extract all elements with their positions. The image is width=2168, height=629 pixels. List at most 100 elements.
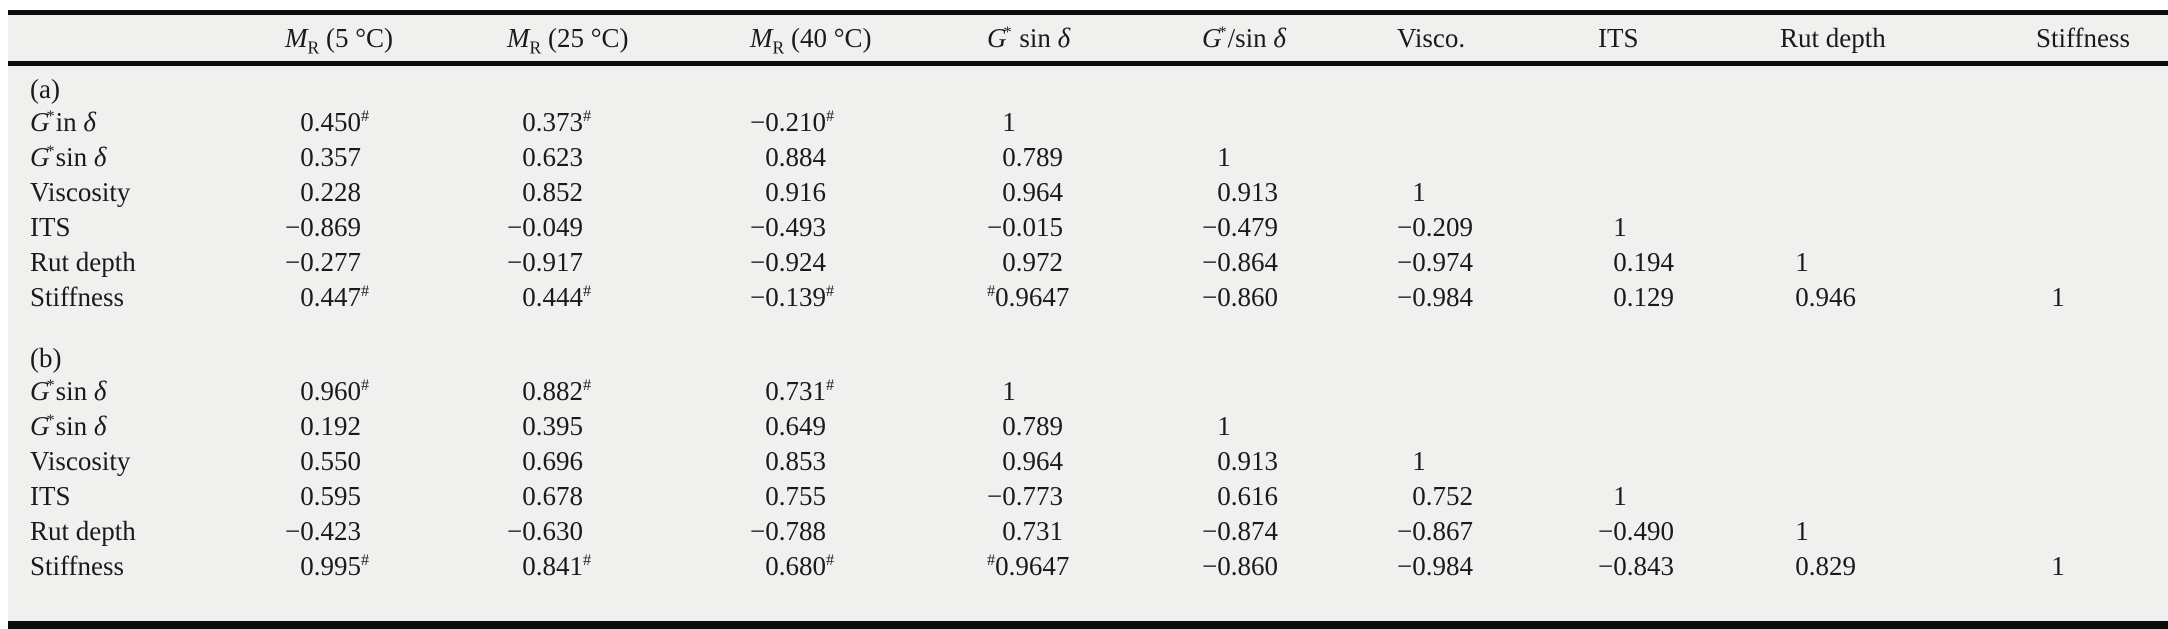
correlation-value: 1 <box>1217 411 1231 441</box>
correlation-table-container: MR (5 °C) MR (25 °C) MR (40 °C) G* sin δ G*/… <box>8 10 2168 629</box>
correlation-value: −0.423 <box>285 516 361 546</box>
value-cell <box>1397 411 1598 446</box>
correlation-value: 1 <box>2051 551 2065 581</box>
value-cell <box>1598 142 1780 177</box>
correlation-value: 0.228 <box>300 177 361 207</box>
text-part: sin <box>1012 22 1058 53</box>
correlation-value: −0.860 <box>1202 282 1278 312</box>
hash-superscript: # <box>582 107 592 125</box>
value-cell <box>1780 212 2036 247</box>
text-part: * <box>46 107 55 125</box>
correlation-value: 1 <box>1795 516 1809 546</box>
value-cell: −0.194 <box>1598 247 1780 282</box>
column-header-mr-40c: MR (40 °C) <box>750 15 987 66</box>
row-label: G*sin δ <box>8 411 285 446</box>
text-part: Viscosity <box>30 177 131 207</box>
correlation-value: 0.972 <box>1002 247 1063 277</box>
value-cell: −0.129 <box>1598 282 1780 317</box>
value-cell: −0.913 <box>1202 446 1397 481</box>
section-label: (a) <box>30 74 60 104</box>
text-part: * <box>46 142 55 160</box>
correlation-value: −0.210 <box>750 107 826 137</box>
correlation-value: 1 <box>1795 247 1809 277</box>
text-part: (40 °C) <box>784 22 872 53</box>
hash-superscript: # <box>987 282 996 300</box>
correlation-value: −0.209 <box>1397 212 1473 242</box>
row-label: Stiffness <box>8 282 285 317</box>
value-cell: −0.841# <box>507 551 750 586</box>
value-cell: −0.960# <box>285 376 507 411</box>
text-part: Stiffness <box>30 551 125 581</box>
hash-superscript: # <box>360 107 370 125</box>
text-part: Stiffness <box>30 282 125 312</box>
table-row: Viscosity −0.228−0.852−0.916−0.964−0.913−… <box>8 177 2168 212</box>
header-row: MR (5 °C) MR (25 °C) MR (40 °C) G* sin δ G*/… <box>8 15 2168 66</box>
value-cell <box>2036 411 2168 446</box>
table-row: ITS −0.869 −0.049 −0.493 −0.015 −0.479 −0.209 −… <box>8 212 2168 247</box>
correlation-value: 0.882 <box>522 376 583 406</box>
value-cell: −0.731 <box>987 516 1202 551</box>
value-cell: −0.789 <box>987 411 1202 446</box>
correlation-value: 0.696 <box>522 446 583 476</box>
text-part: δ <box>93 142 107 172</box>
correlation-value: 1 <box>1002 107 1016 137</box>
value-cell: −0.680# <box>750 551 987 586</box>
text-part: G <box>30 142 50 172</box>
table-row: Rut depth −0.277 −0.917 −0.924 −0.972−0.864 −… <box>8 247 2168 282</box>
correlation-value: −0.860 <box>1202 551 1278 581</box>
correlation-value: −0.974 <box>1397 247 1473 277</box>
hash-superscript: # <box>360 282 370 300</box>
correlation-value: 0.789 <box>1002 142 1063 172</box>
text-part: (5 °C) <box>319 22 393 53</box>
text-part: δ <box>93 411 107 441</box>
value-cell <box>1780 177 2036 212</box>
value-cell <box>1780 107 2036 142</box>
text-part: * <box>46 411 55 429</box>
value-cell: −0.623 <box>507 142 750 177</box>
column-header-mr-5c: MR (5 °C) <box>285 15 507 66</box>
value-cell <box>1202 376 1397 411</box>
table-row: Rut depth −0.423 −0.630 −0.788 −0.731−0.874 −… <box>8 516 2168 551</box>
text-part: ITS <box>1598 22 1639 53</box>
text-part: Rut depth <box>1780 22 1886 53</box>
value-cell <box>2036 212 2168 247</box>
value-cell: −1 <box>1598 212 1780 247</box>
text-part: R <box>529 36 542 57</box>
text-part: Rut depth <box>30 247 136 277</box>
text-part: Stiffness <box>2036 22 2131 53</box>
value-cell: −0.964 <box>987 177 1202 212</box>
value-cell: −0.984 <box>1397 282 1598 317</box>
hash-superscript: # <box>987 551 996 569</box>
correlation-value: 0.841 <box>522 551 583 581</box>
correlation-value: 0.964 <box>1002 177 1063 207</box>
correlation-value: −0.490 <box>1598 516 1674 546</box>
value-cell <box>2036 376 2168 411</box>
value-cell <box>2036 142 2168 177</box>
correlation-value: 0.357 <box>300 142 361 172</box>
correlation-value: −0.788 <box>750 516 826 546</box>
correlation-value: 0.884 <box>765 142 826 172</box>
correlation-value: 0.373 <box>522 107 583 137</box>
correlation-value: −0.869 <box>285 212 361 242</box>
text-part: /sin <box>1227 22 1274 53</box>
row-label: ITS <box>8 481 285 516</box>
text-part: δ <box>1273 22 1286 53</box>
value-cell: −0.964 <box>987 446 1202 481</box>
text-part: * <box>46 376 55 394</box>
value-cell <box>2036 107 2168 142</box>
value-cell: −1 <box>1202 142 1397 177</box>
value-cell: −0.139# <box>750 282 987 317</box>
table-row: ITS −0.595−0.678−0.755−0.773 −0.616−0.752−… <box>8 481 2168 516</box>
correlation-value: 1 <box>1217 142 1231 172</box>
value-cell: −1 <box>1397 446 1598 481</box>
text-part: δ <box>83 107 96 137</box>
value-cell: −0.789 <box>987 142 1202 177</box>
correlation-value: 0.595 <box>300 481 361 511</box>
value-cell <box>2036 446 2168 481</box>
hash-superscript: # <box>825 376 835 394</box>
value-cell: −0.447# <box>285 282 507 317</box>
correlation-value: −0.984 <box>1397 551 1473 581</box>
value-cell: −0.773 <box>987 481 1202 516</box>
hash-superscript: # <box>582 376 592 394</box>
correlation-value: −0.773 <box>987 481 1063 511</box>
